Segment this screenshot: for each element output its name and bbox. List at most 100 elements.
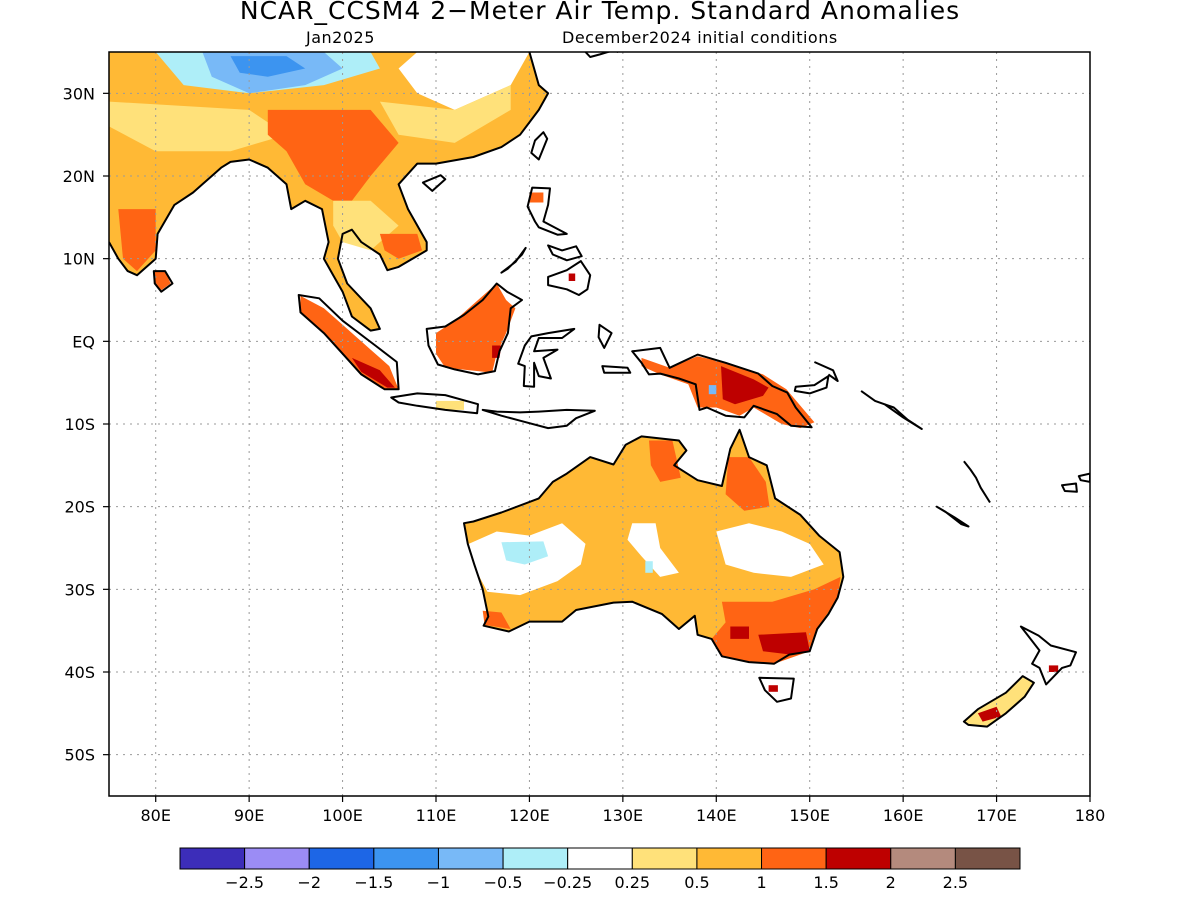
coast-palawan [500,246,527,274]
sumatra-hot [300,295,399,390]
coast-java [390,392,479,415]
qld-neutral [716,523,824,577]
colorbar-label: −0.25 [543,873,592,892]
colorbar-label: 0.25 [614,873,650,892]
srilanka-hot [153,271,171,291]
latitude-tick-label: EQ [72,332,95,351]
colorbar-swatch [825,847,892,870]
vietnam-hot [379,233,422,259]
colorbar-label: 0.5 [684,873,709,892]
luzon-hot [529,192,544,203]
coast-asia [109,52,550,332]
murray-very-hot [730,626,749,639]
newguinea-very-hot [721,366,769,405]
coast-solomons [860,390,923,430]
tibet-neutral [398,52,530,110]
coastlines [109,52,1090,728]
latitude-tick-label: 20N [63,167,95,186]
colorbar-label: 2.5 [943,873,968,892]
coast-halmahera [597,323,613,349]
coast-hainan [421,174,447,192]
latitude-tick-label: 10N [63,250,95,269]
latitude-tick-label: 20S [64,498,95,517]
arnhem-hot [649,440,681,482]
coast-nz-north [1019,625,1077,686]
colorbar-swatch [954,847,1021,870]
longitude-tick-label: 90E [234,806,264,825]
longitude-tick-label: 150E [789,806,830,825]
coast-newguinea [631,346,813,429]
coast-philippines-mindanao [547,260,592,296]
latitude-tick-label: 30N [63,84,95,103]
longitude-tick-label: 140E [696,806,737,825]
colorbar-label: −2.5 [225,873,264,892]
colorbar-legend: −2.5 −2 −1.5 −1 −0.5 −0.25 0.25 0.5 1 1.5 2 2.5 [179,847,1021,892]
colorbar-label: −1 [427,873,451,892]
colorbar-swatch [179,847,246,870]
colorbar-swatch [437,847,504,870]
longitude-tick-label: 160E [883,806,924,825]
coast-taiwan [530,131,549,161]
tasmania-red [768,685,778,692]
longitude-tick-label: 170E [976,806,1017,825]
colorbar-swatch [502,847,569,870]
longitude-tick-label: 110E [416,806,457,825]
central-neutral [627,523,679,577]
longitude-axis: 80E 90E 100E 110E 120E 130E 140E 150E 160E 170E 18… [140,796,1105,825]
colorbar-label: −2 [297,873,321,892]
colorbar-label: 2 [886,873,896,892]
colorbar-swatch [761,847,827,870]
longitude-tick-label: 120E [509,806,550,825]
sw-australia-hot [482,610,511,629]
coast-seram [601,365,632,374]
coast-philippines-luzon [526,186,568,236]
borneo-hot [436,283,516,373]
coast-borneo [425,282,523,376]
colorbar-label: 1.5 [813,873,838,892]
colorbar-swatch [567,847,633,870]
coast-sulawesi [517,327,576,388]
map-grid [109,52,1090,796]
se-australia-hot [711,576,841,664]
newguinea-cool [708,385,717,395]
coast-srilanka [152,270,174,293]
india-south-hot [118,209,156,272]
colorbar-swatch [244,847,310,870]
latitude-tick-label: 40S [64,663,95,682]
longitude-tick-label: 80E [140,806,170,825]
colorbar-label: −0.5 [484,873,523,892]
coast-fiji-b [1077,472,1090,483]
colorbar-label: −1.5 [354,873,393,892]
latitude-tick-label: 10S [64,415,95,434]
nz-north-red [1048,665,1059,672]
map-title: NCAR_CCSM4 2−Meter Air Temp. Standard An… [239,0,961,25]
coast-australia [463,428,845,665]
coast-new-britain [793,375,830,395]
map-plot-area [109,52,1090,796]
coast-lesser-sunda [481,408,596,430]
coast-new-caledonia [935,505,970,528]
coast-sumatra [297,294,400,391]
coast-vanuatu [963,460,991,504]
coast-tasmania [758,676,795,703]
indochina-hot [267,109,399,201]
initial-conditions-label: December2024 initial conditions [562,28,838,47]
colorbar-label: 1 [756,873,766,892]
mindanao-very-hot [568,273,576,281]
se-australia-very-hot [758,632,810,655]
india-weak [109,101,287,152]
nz-north-neutral [1020,626,1076,685]
java-weak [436,400,464,410]
sumatra-very-hot [351,357,395,388]
colorbar-swatch [890,847,956,870]
coast-korea [584,52,619,58]
cape-york-hot [725,457,770,511]
latitude-axis: 30N 20N 10N EQ 10S 20S 30S 40S 50S [63,84,109,765]
wa-cool [501,541,549,565]
longitude-tick-label: 180 [1075,806,1106,825]
coast-fiji [1061,482,1078,493]
tibet-colder [230,56,306,77]
nz-south-hot [977,706,1002,722]
colorbar-swatch [696,847,763,870]
